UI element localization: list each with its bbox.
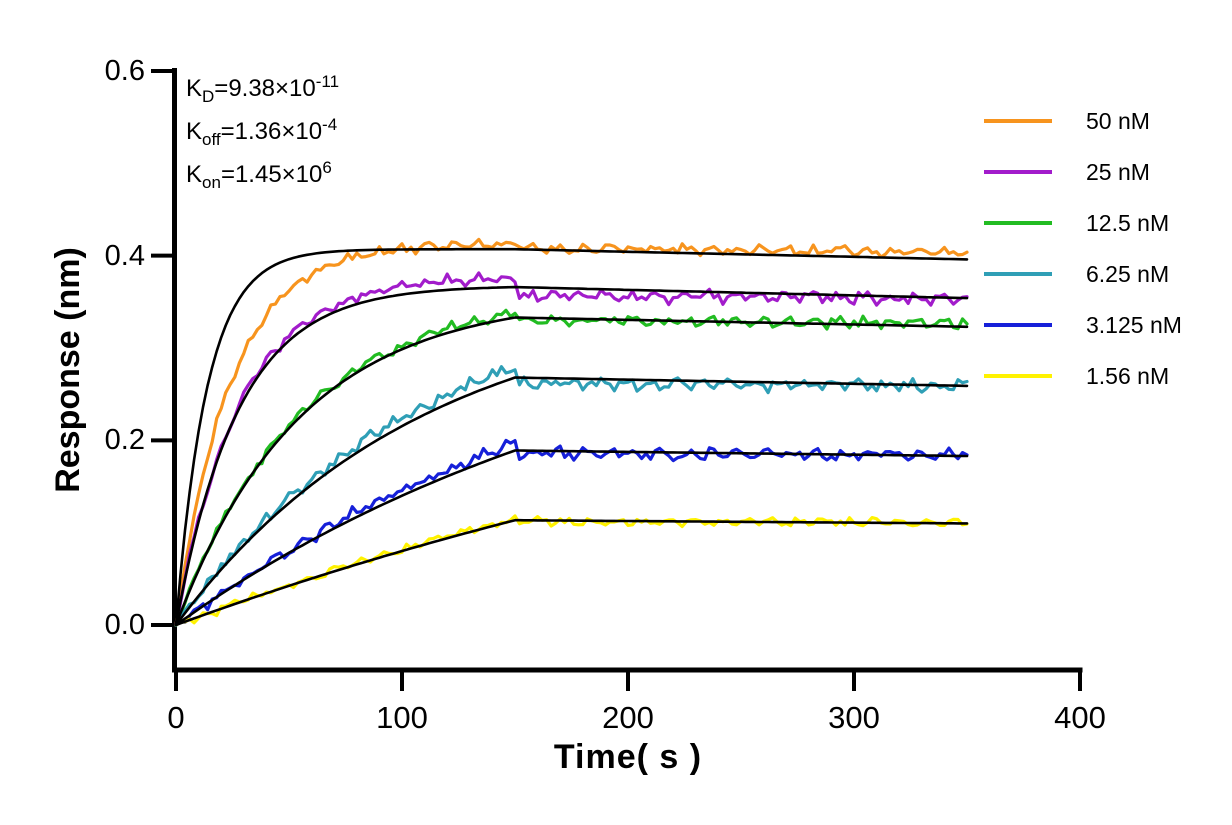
annotation-base: K bbox=[186, 161, 203, 188]
y-tick-label-0.4: 0.4 bbox=[104, 239, 145, 272]
annotation-value: =1.36×10 bbox=[220, 118, 323, 145]
kinetics-annotation-off: Koff=1.36×10-4 bbox=[186, 115, 337, 149]
x-tick-label-100: 100 bbox=[376, 700, 428, 735]
legend-label-50nM: 50 nM bbox=[1086, 108, 1150, 134]
x-tick-label-400: 400 bbox=[1054, 700, 1106, 735]
kinetics-annotation-D: KD=9.38×10-11 bbox=[186, 72, 339, 106]
annotation-exponent: -11 bbox=[315, 72, 340, 91]
annotation-exponent: 6 bbox=[322, 158, 332, 177]
legend-label-12.5nM: 12.5 nM bbox=[1086, 210, 1170, 236]
annotation-subscript: off bbox=[202, 129, 221, 149]
legend-label-25nM: 25 nM bbox=[1086, 159, 1150, 185]
fit-curve-12.5nM bbox=[174, 316, 969, 627]
x-axis-title-text: Time( s ) bbox=[553, 738, 703, 776]
x-tick-label-300: 300 bbox=[828, 700, 880, 735]
x-tick-label-0: 0 bbox=[167, 700, 185, 735]
annotation-subscript: D bbox=[202, 86, 215, 106]
annotation-base: K bbox=[186, 75, 203, 102]
x-tick-label-200: 200 bbox=[602, 700, 654, 735]
x-axis-title: Time( s ) bbox=[428, 738, 828, 777]
trace-observed-12.5nM bbox=[174, 308, 969, 627]
y-tick-label-0.2: 0.2 bbox=[104, 424, 145, 457]
annotation-value: =1.45×10 bbox=[220, 161, 323, 188]
trace-observed-3.125nM bbox=[174, 438, 969, 627]
fit-curve-1.56nM bbox=[174, 518, 969, 627]
y-tick-label-0.6: 0.6 bbox=[104, 55, 145, 87]
annotation-value: =9.38×10 bbox=[214, 75, 316, 102]
fit-curve-3.125nM bbox=[174, 449, 969, 627]
fit-curve-6.25nM bbox=[174, 376, 969, 627]
legend-label-1.56nM: 1.56 nM bbox=[1086, 363, 1170, 389]
legend-label-6.25nM: 6.25 nM bbox=[1086, 261, 1170, 287]
fit-curve-25nM bbox=[174, 285, 969, 627]
legend-label-3.125nM: 3.125 nM bbox=[1086, 312, 1182, 338]
trace-observed-1.56nM bbox=[174, 514, 969, 627]
trace-observed-50nM bbox=[174, 237, 969, 627]
annotation-exponent: -4 bbox=[322, 115, 338, 134]
fit-curve-50nM bbox=[174, 247, 969, 627]
kinetics-annotation-on: Kon=1.45×106 bbox=[186, 158, 332, 192]
y-tick-label-0.0: 0.0 bbox=[104, 609, 145, 641]
annotation-base: K bbox=[186, 118, 203, 145]
annotation-subscript: on bbox=[202, 172, 221, 192]
